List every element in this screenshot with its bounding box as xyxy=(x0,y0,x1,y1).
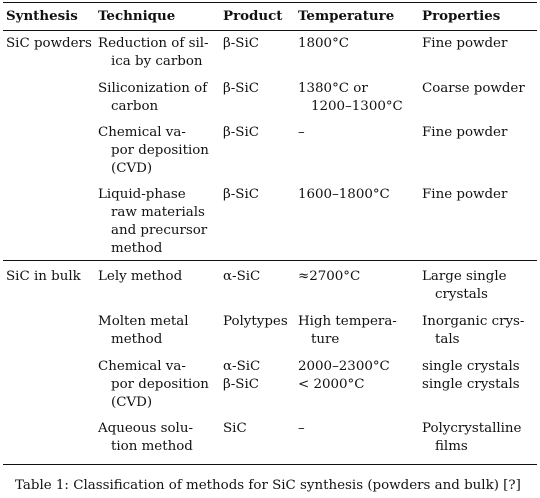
cell-line: – xyxy=(298,421,305,436)
cell-line: High tempera- xyxy=(298,314,397,329)
cell-line: 1200–1300°C xyxy=(311,99,403,114)
cell-line: Coarse powder xyxy=(422,81,525,96)
cell-line: β-SiC xyxy=(223,36,259,51)
cell-product: β-SiC xyxy=(223,80,259,98)
cell-temperature: High tempera-ture xyxy=(298,313,397,349)
cell-technique: Chemical va-por deposition (CVD) xyxy=(98,358,209,412)
cell-product: Polytypes xyxy=(223,313,288,331)
cell-line: crystals xyxy=(435,287,488,302)
cell-line: ≈2700°C xyxy=(298,269,361,284)
cell-properties: Fine powder xyxy=(422,124,507,142)
cell-product: β-SiC xyxy=(223,186,259,204)
cell-properties: Fine powder xyxy=(422,186,507,204)
cell-line: 1380°C or xyxy=(298,81,368,96)
cell-line: < 2000°C xyxy=(298,377,365,392)
cell-line: – xyxy=(298,125,305,140)
cell-line: carbon xyxy=(111,99,159,114)
cell-line: Siliconization of xyxy=(98,81,208,96)
cell-line: Fine powder xyxy=(422,36,508,51)
cell-properties: Large single crystals xyxy=(422,268,507,304)
cell-line: 2000–2300°C xyxy=(298,359,390,374)
cell-technique: Chemical va-por deposition (CVD) xyxy=(98,124,209,178)
header-properties: Properties xyxy=(422,8,501,24)
cell-line: raw materials xyxy=(111,205,205,220)
cell-line: (CVD) xyxy=(111,395,153,410)
cell-line: β-SiC xyxy=(223,377,259,392)
cell-technique: Siliconization of carbon xyxy=(98,80,207,116)
cell-line: Aqueous solu- xyxy=(98,421,193,436)
cell-properties: Fine powder xyxy=(422,35,507,53)
cell-line: ica by carbon xyxy=(111,54,203,69)
cell-product: SiC xyxy=(223,420,247,438)
table-top-rule xyxy=(3,2,537,4)
cell-properties: single crystals single crystals xyxy=(422,358,520,394)
cell-line: single crystals xyxy=(422,359,520,374)
cell-line: Chemical va- xyxy=(98,359,186,374)
cell-properties: Polycrystalline films xyxy=(422,420,521,456)
cell-line: por deposition xyxy=(111,377,209,392)
cell-properties: Inorganic crys-tals xyxy=(422,313,524,349)
cell-line: α-SiC xyxy=(223,359,261,374)
table-caption: Table 1: Classification of methods for S… xyxy=(15,478,521,493)
cell-line: Polycrystalline xyxy=(422,421,522,436)
cell-line: and precursor xyxy=(111,223,208,238)
cell-line: method xyxy=(111,241,163,256)
cell-line: Lely method xyxy=(98,269,183,284)
cell-properties: Coarse powder xyxy=(422,80,525,98)
cell-line: Chemical va- xyxy=(98,125,186,140)
cell-synthesis: SiC powders xyxy=(6,36,92,51)
cell-line: α-SiC xyxy=(223,269,261,284)
cell-line: single crystals xyxy=(422,377,520,392)
cell-synthesis: SiC in bulk xyxy=(6,269,81,284)
cell-line: Fine powder xyxy=(422,187,508,202)
cell-technique: Molten metal method xyxy=(98,313,189,349)
cell-technique: Lely method xyxy=(98,268,182,286)
header-temperature: Temperature xyxy=(298,8,395,24)
cell-line: β-SiC xyxy=(223,125,259,140)
cell-line: 1600–1800°C xyxy=(298,187,390,202)
cell-line: ture xyxy=(311,332,340,347)
cell-line: method xyxy=(111,332,163,347)
cell-product: β-SiC xyxy=(223,35,259,53)
cell-line: films xyxy=(435,439,468,454)
cell-technique: Liquid-phase raw materials and precursor me… xyxy=(98,186,207,258)
cell-line: Liquid-phase xyxy=(98,187,186,202)
cell-line: SiC xyxy=(223,421,247,436)
cell-line: Inorganic crys- xyxy=(422,314,525,329)
cell-line: Reduction of sil- xyxy=(98,36,209,51)
cell-temperature: – xyxy=(298,420,305,438)
cell-line: Fine powder xyxy=(422,125,508,140)
header-technique: Technique xyxy=(98,8,176,24)
cell-line: β-SiC xyxy=(223,81,259,96)
cell-line: 1800°C xyxy=(298,36,350,51)
cell-product: α-SiC xyxy=(223,268,260,286)
cell-line: tion method xyxy=(111,439,193,454)
cell-temperature: 2000–2300°C < 2000°C xyxy=(298,358,390,394)
cell-product: β-SiC xyxy=(223,124,259,142)
cell-product: α-SiC β-SiC xyxy=(223,358,260,394)
cell-line: Molten metal xyxy=(98,314,189,329)
cell-temperature: – xyxy=(298,124,305,142)
cell-line: por deposition xyxy=(111,143,209,158)
cell-technique: Reduction of sil-ica by carbon xyxy=(98,35,209,71)
table-bottom-rule xyxy=(3,464,537,466)
header-product: Product xyxy=(223,8,283,24)
cell-temperature: 1380°C or 1200–1300°C xyxy=(298,80,403,116)
header-rule xyxy=(3,30,537,31)
cell-line: β-SiC xyxy=(223,187,259,202)
cell-temperature: ≈2700°C xyxy=(298,268,360,286)
cell-technique: Aqueous solu-tion method xyxy=(98,420,193,456)
cell-temperature: 1800°C xyxy=(298,35,349,53)
header-synthesis: Synthesis xyxy=(6,8,78,24)
cell-temperature: 1600–1800°C xyxy=(298,186,390,204)
group-separator-rule xyxy=(3,260,537,261)
cell-line: Large single xyxy=(422,269,507,284)
cell-line: Polytypes xyxy=(223,314,288,329)
cell-line: tals xyxy=(435,332,460,347)
cell-line: (CVD) xyxy=(111,161,153,176)
